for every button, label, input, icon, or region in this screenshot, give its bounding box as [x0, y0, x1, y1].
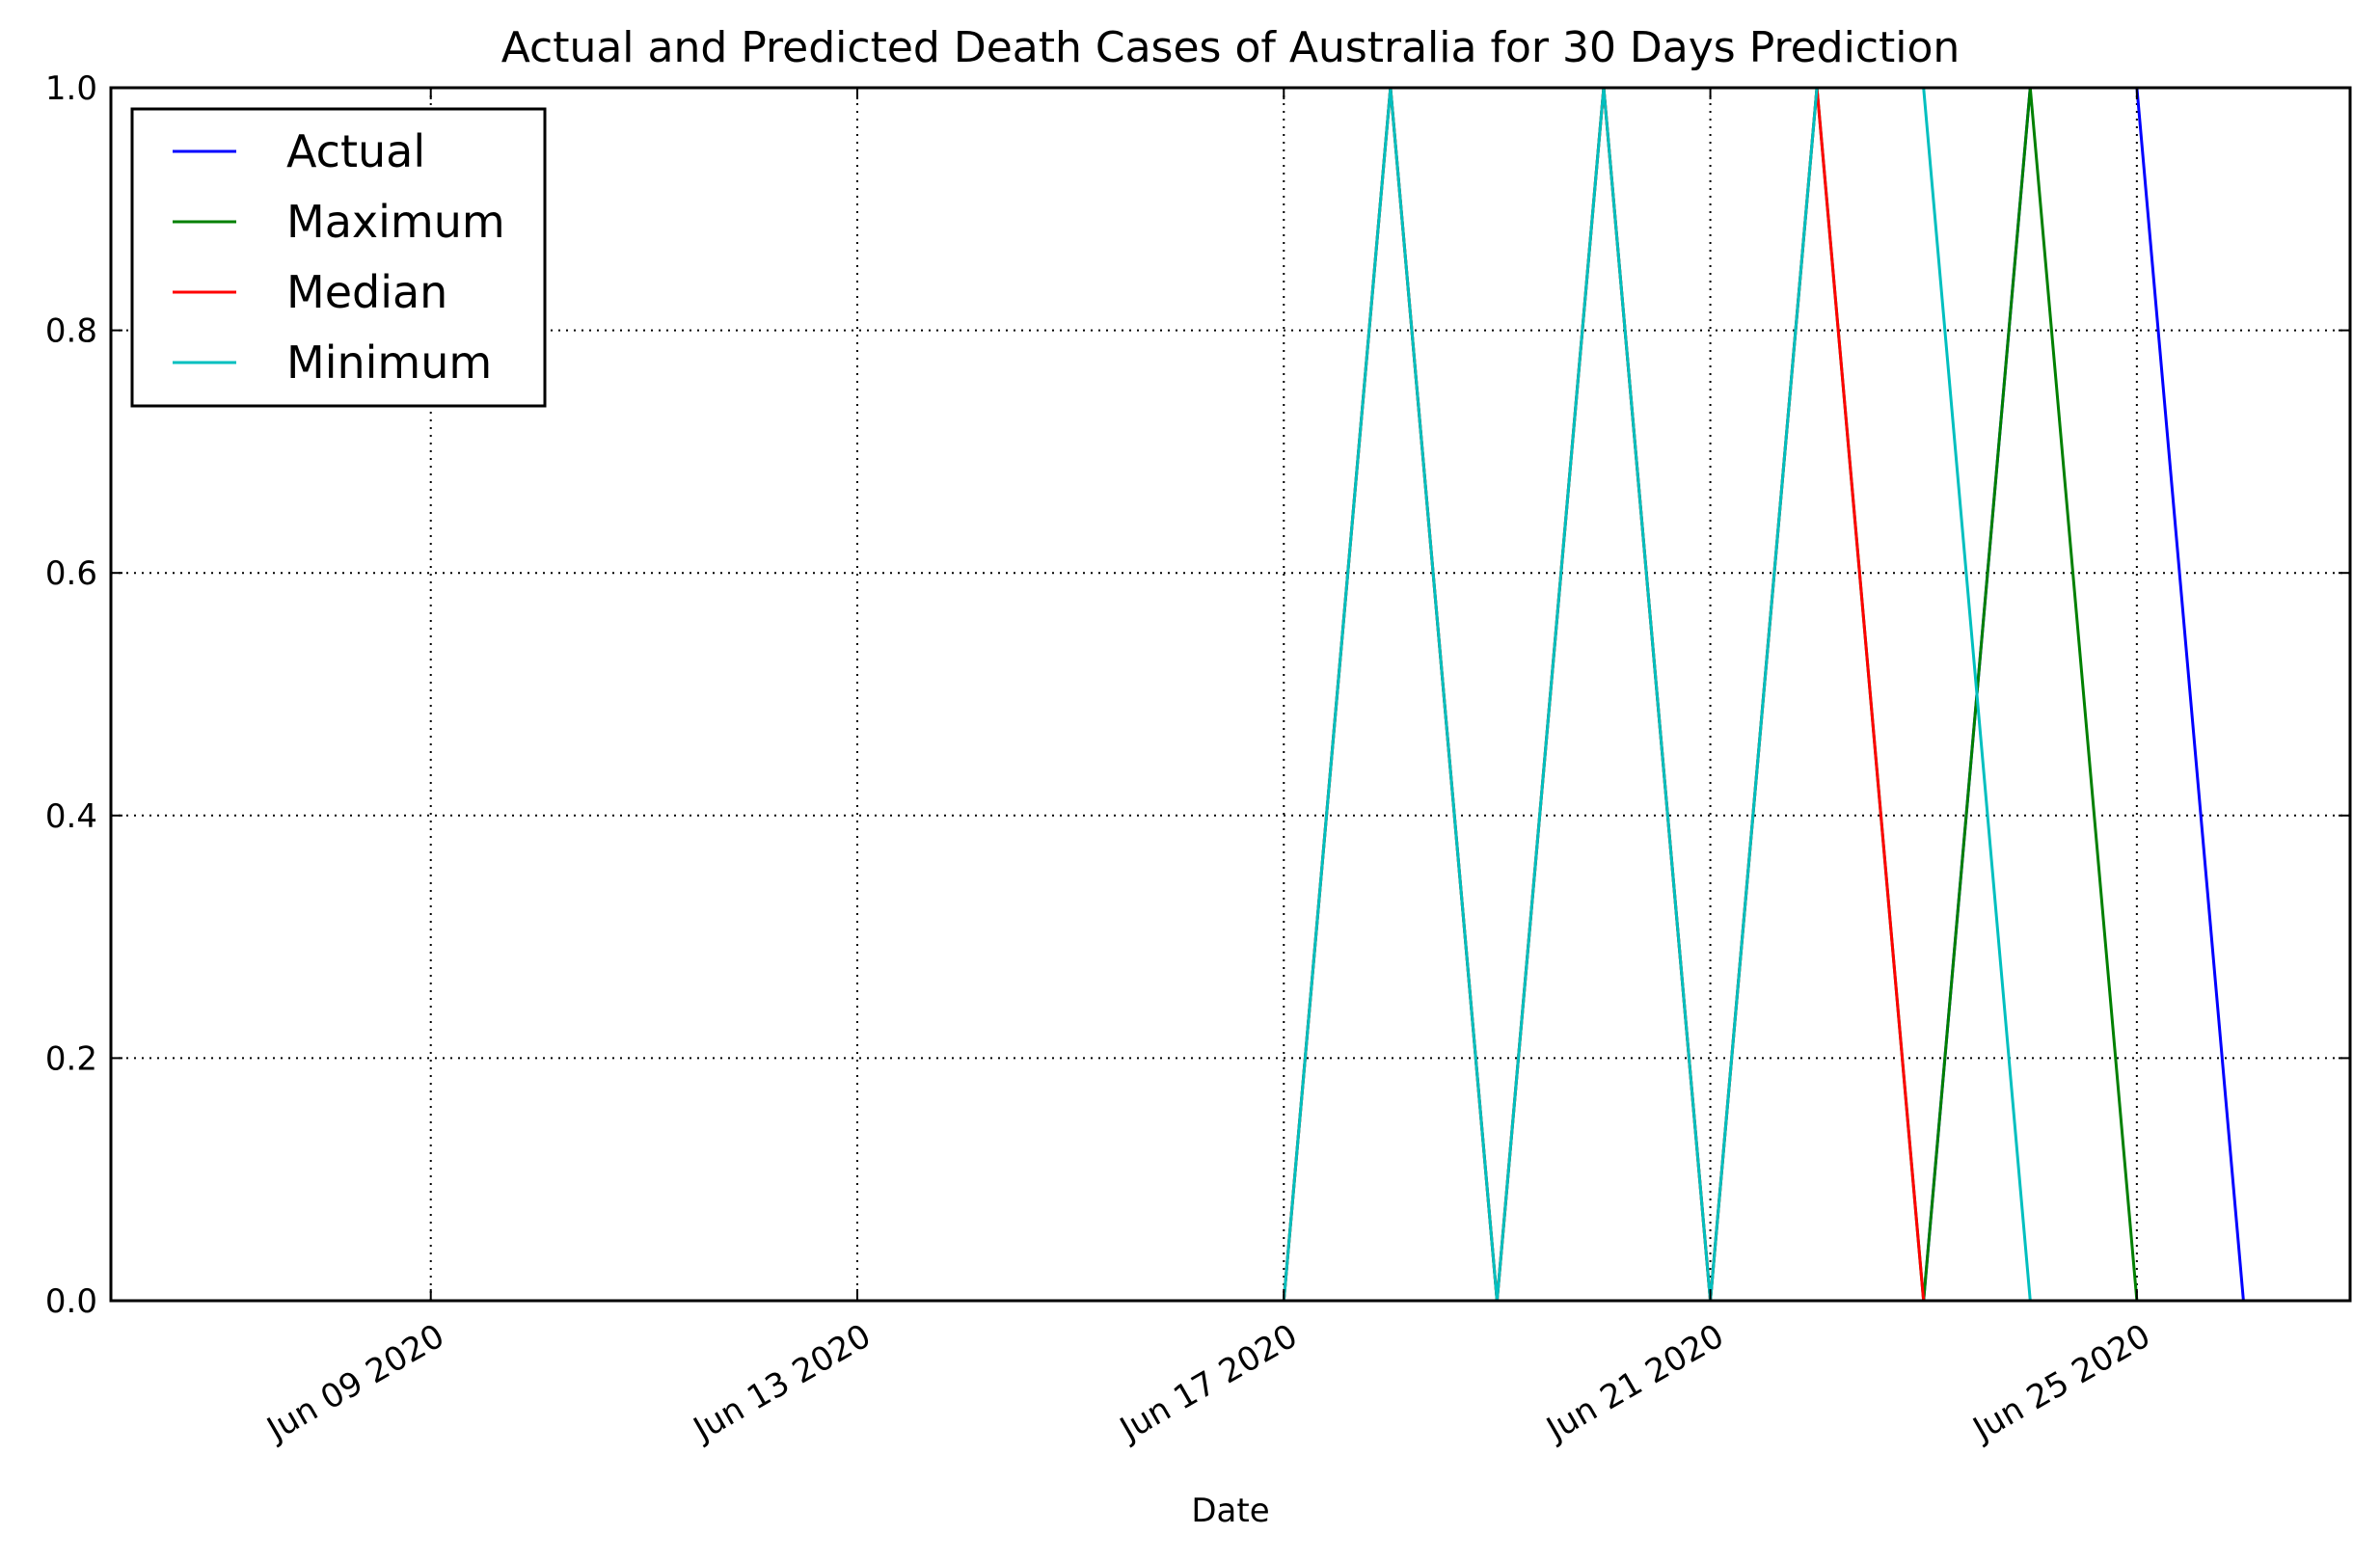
x-tick-label: Jun 21 2020 — [1539, 1317, 1731, 1450]
x-axis-label: Date — [1191, 1492, 1269, 1530]
legend-label-actual: Actual — [286, 125, 425, 177]
y-tick-label: 0.4 — [45, 797, 97, 836]
y-tick-label: 0.6 — [45, 554, 97, 593]
x-tick-label: Jun 25 2020 — [1965, 1317, 2157, 1450]
legend-label-minimum: Minimum — [286, 337, 492, 389]
legend-label-median: Median — [286, 266, 447, 318]
y-tick-label: 0.2 — [45, 1039, 97, 1078]
legend-box — [130, 107, 547, 408]
y-tick-label: 0.8 — [45, 312, 97, 351]
legend-label-maximum: Maximum — [286, 196, 505, 248]
x-tick-label: Jun 17 2020 — [1112, 1317, 1304, 1450]
legend: Actual Maximum Median Minimum — [130, 107, 547, 408]
chart-title: Actual and Predicted Death Cases of Aust… — [501, 23, 1961, 72]
plot-frame — [109, 86, 2352, 1303]
grid — [111, 88, 2350, 1301]
x-tick-label: Jun 13 2020 — [686, 1317, 878, 1450]
y-tick-label: 1.0 — [45, 69, 97, 108]
y-tick-label: 0.0 — [45, 1282, 97, 1321]
x-tick-label: Jun 09 2020 — [259, 1317, 451, 1450]
